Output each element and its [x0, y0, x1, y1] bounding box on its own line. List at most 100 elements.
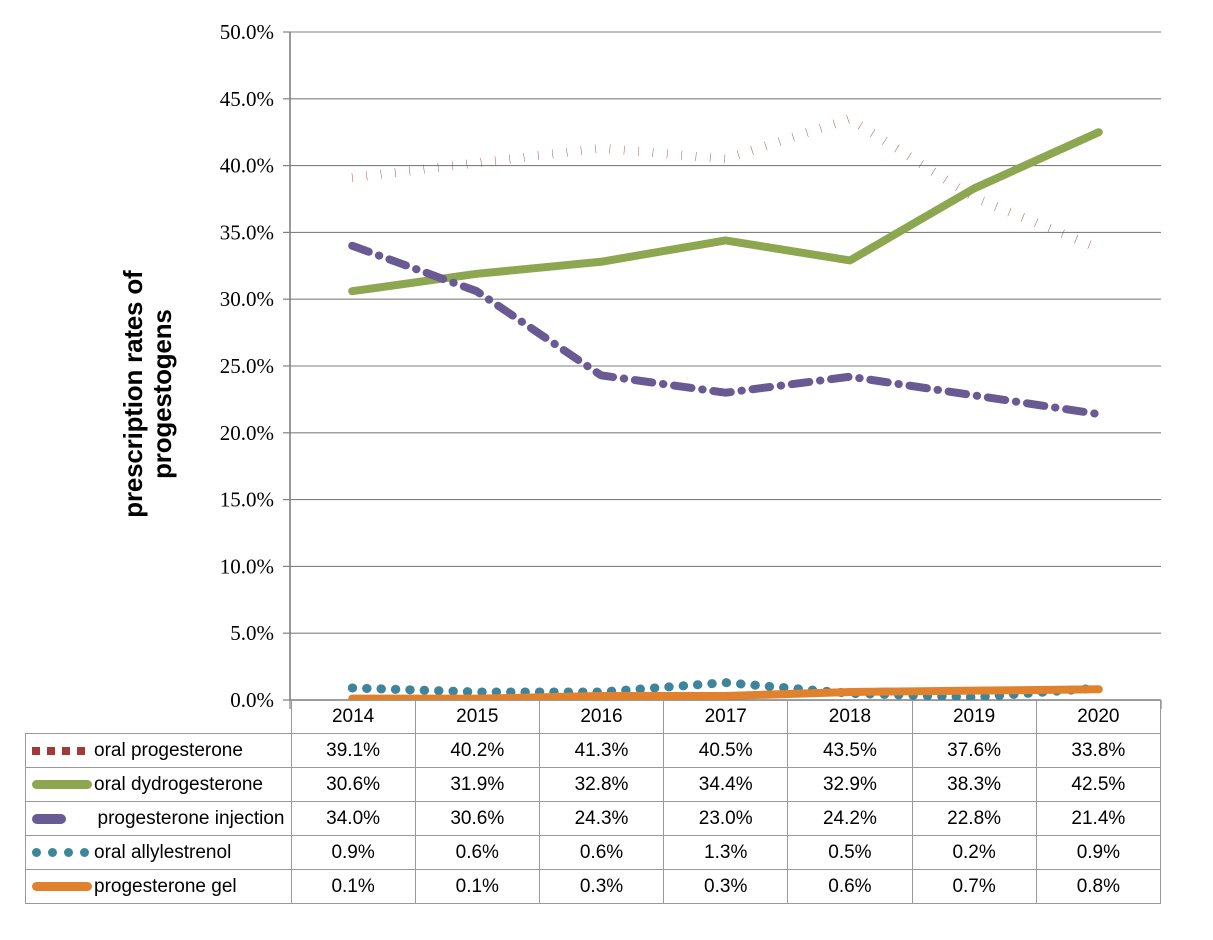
y-axis-tick-label: 20.0%: [220, 421, 274, 445]
table-cell-value: 0.9%: [1035, 835, 1162, 870]
table-cell-value: 40.5%: [663, 733, 789, 768]
square-marker: [62, 746, 70, 755]
table-cell-value: 24.2%: [787, 801, 913, 836]
table-cell-value: 43.5%: [787, 733, 913, 768]
dotted-circle-key-icon: [32, 846, 92, 860]
table-header-year: 2015: [414, 700, 540, 734]
table-cell-value: 32.8%: [538, 767, 665, 802]
table-cell-value: 30.6%: [290, 767, 416, 802]
y-axis-tick-label: 45.0%: [220, 87, 274, 111]
plot-area: 0.0% 5.0% 10.0% 15.0% 20.0% 25.0% 30.0% 35.0% 40…: [220, 20, 1162, 712]
legend-row-progesterone-gel: progesterone gel: [25, 869, 292, 904]
legend-entry: progesterone injection: [32, 808, 287, 830]
legend-row-oral-dydrogesterone: oral dydrogesterone: [25, 767, 292, 802]
table-cell-value: 0.5%: [787, 835, 913, 870]
table-cell-value: 33.8%: [1035, 733, 1162, 768]
legend-entry: progesterone gel: [32, 876, 287, 898]
legend-label: oral progesterone: [94, 739, 243, 761]
series-line-oral-dydrogesterone: [348, 128, 1103, 296]
solid-bar-key-icon: [32, 880, 92, 894]
y-axis-ticks-group: 0.0% 5.0% 10.0% 15.0% 20.0% 25.0% 30.0% 35.0% 40…: [220, 20, 290, 712]
circle-marker: [64, 848, 73, 857]
circle-marker: [80, 848, 89, 857]
legend-label: oral dydrogesterone: [94, 773, 263, 795]
circle-marker: [48, 848, 57, 857]
table-cell-value: 34.4%: [663, 767, 789, 802]
dotted-square-key-icon: [32, 744, 92, 758]
dashed-line-swatch: [32, 813, 66, 824]
dotted-line-swatch: [32, 848, 89, 857]
table-cell-value: 0.1%: [290, 869, 416, 904]
legend-entry: oral allylestrenol: [32, 842, 287, 864]
series-group: [347, 114, 1104, 703]
table-cell-value: 40.2%: [414, 733, 540, 768]
table-cell-value: 0.3%: [538, 869, 665, 904]
square-marker: [32, 746, 40, 755]
table-cell-value: 0.7%: [911, 869, 1037, 904]
series-line-oral-allylestrenol: [347, 678, 1104, 702]
table-row: progesterone injection 34.0% 30.6% 24.3% 23.…: [25, 801, 1162, 836]
chart-data-table: 2014 2015 2016 2017 2018 2019 2020 oral progest…: [25, 700, 1162, 904]
table-header-corner: [26, 701, 292, 734]
table-header-year: 2017: [663, 700, 789, 734]
table-cell-value: 0.6%: [538, 835, 665, 870]
y-axis-tick-label: 30.0%: [220, 287, 274, 311]
solid-line-swatch: [32, 780, 92, 789]
legend-label: oral allylestrenol: [94, 841, 232, 863]
table-header-year: 2018: [787, 700, 913, 734]
solid-line-swatch: [32, 882, 92, 891]
legend-label: progesterone gel: [94, 875, 237, 897]
table-header-year: 2014: [290, 700, 416, 734]
table-cell-value: 38.3%: [911, 767, 1037, 802]
series-line-progesterone-injection: [348, 241, 1103, 419]
legend-label: progesterone injection: [97, 807, 285, 829]
y-axis-tick-label: 35.0%: [220, 220, 274, 244]
legend-entry: oral progesterone: [32, 740, 287, 762]
legend-entry: oral dydrogesterone: [32, 774, 287, 796]
y-axis-tick-label: 0.0%: [230, 688, 274, 712]
table-cell-value: 34.0%: [290, 801, 416, 836]
table-cell-value: 0.3%: [663, 869, 789, 904]
table-cell-value: 32.9%: [787, 767, 913, 802]
table-cell-value: 23.0%: [663, 801, 789, 836]
legend-row-progesterone-injection: progesterone injection: [25, 801, 292, 836]
table-header-year: 2019: [911, 700, 1037, 734]
table-cell-value: 0.2%: [911, 835, 1037, 870]
table-cell-value: 0.9%: [290, 835, 416, 870]
table-cell-value: 0.6%: [414, 835, 540, 870]
square-marker: [47, 746, 55, 755]
table-cell-value: 31.9%: [414, 767, 540, 802]
y-axis-tick-label: 15.0%: [220, 488, 274, 512]
y-axis-tick-label: 25.0%: [220, 354, 274, 378]
gridlines-group: [290, 31, 1161, 701]
table-row: oral progesterone 39.1% 40.2% 41.3% 40.5% 43.…: [25, 733, 1162, 768]
dotted-line-swatch: [32, 746, 85, 755]
table-cell-value: 37.6%: [911, 733, 1037, 768]
table-cell-value: 30.6%: [414, 801, 540, 836]
table-row: progesterone gel 0.1% 0.1% 0.3% 0.3% 0.6% 0.7%…: [25, 869, 1162, 904]
y-axis-tick-label: 5.0%: [230, 621, 274, 645]
legend-row-oral-allylestrenol: oral allylestrenol: [25, 835, 292, 870]
y-axis-tick-label: 40.0%: [220, 154, 274, 178]
circle-marker: [32, 848, 41, 857]
table-cell-value: 39.1%: [290, 733, 416, 768]
table-cell-value: 21.4%: [1035, 801, 1162, 836]
y-axis-tick-label: 10.0%: [220, 554, 274, 578]
table-header-year: 2016: [538, 700, 665, 734]
table-header-year: 2020: [1035, 700, 1162, 734]
table-cell-value: 0.1%: [414, 869, 540, 904]
legend-row-oral-progesterone: oral progesterone: [25, 733, 292, 768]
solid-bar-key-icon: [32, 778, 92, 792]
table-header-row: 2014 2015 2016 2017 2018 2019 2020: [26, 700, 1162, 734]
table-cell-value: 1.3%: [663, 835, 789, 870]
square-marker: [77, 746, 85, 755]
series-line-progesterone-gel: [348, 685, 1103, 703]
table-row: oral allylestrenol 0.9% 0.6% 0.6% 1.3% 0.5% 0.…: [25, 835, 1162, 870]
table-cell-value: 41.3%: [538, 733, 665, 768]
y-axis-tick-label: 50.0%: [220, 20, 274, 44]
table-row: oral dydrogesterone 30.6% 31.9% 32.8% 34.4% 3…: [25, 767, 1162, 802]
table-cell-value: 42.5%: [1035, 767, 1162, 802]
table-cell-value: 22.8%: [911, 801, 1037, 836]
dash-key-icon: [32, 812, 92, 826]
